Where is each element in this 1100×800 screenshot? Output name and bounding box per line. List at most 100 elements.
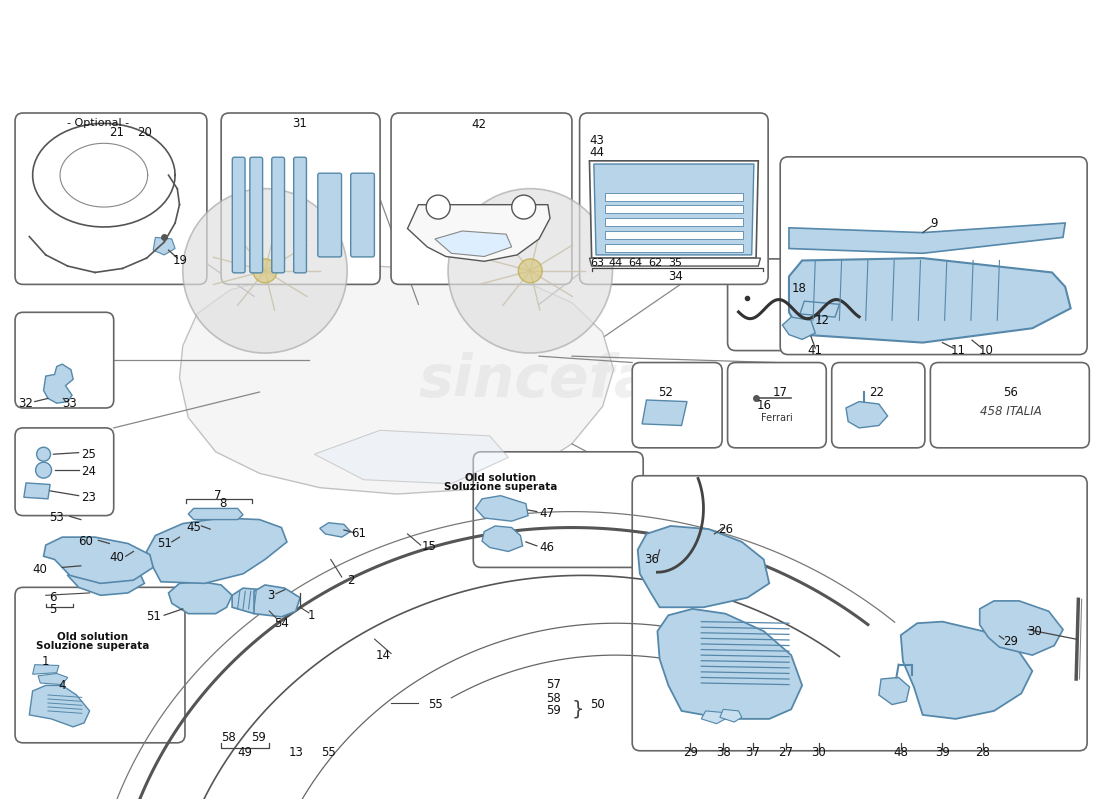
Text: 20: 20 bbox=[138, 126, 152, 139]
FancyBboxPatch shape bbox=[392, 113, 572, 285]
Text: 58: 58 bbox=[546, 693, 561, 706]
Text: 41: 41 bbox=[807, 344, 823, 357]
Text: 2: 2 bbox=[346, 574, 354, 586]
Text: sincefar: sincefar bbox=[418, 351, 682, 409]
FancyBboxPatch shape bbox=[580, 113, 768, 285]
Text: 23: 23 bbox=[80, 490, 96, 504]
Text: 32: 32 bbox=[19, 398, 33, 410]
Text: 57: 57 bbox=[546, 678, 561, 691]
Text: 40: 40 bbox=[110, 551, 124, 564]
FancyBboxPatch shape bbox=[318, 173, 341, 257]
Circle shape bbox=[183, 189, 348, 353]
Text: 34: 34 bbox=[669, 270, 683, 283]
Text: 6: 6 bbox=[50, 591, 56, 604]
Text: 9: 9 bbox=[930, 217, 937, 230]
Polygon shape bbox=[901, 622, 1032, 719]
Text: 54: 54 bbox=[274, 617, 289, 630]
Circle shape bbox=[518, 259, 542, 283]
Text: 46: 46 bbox=[539, 541, 554, 554]
Text: 53: 53 bbox=[50, 511, 64, 525]
Polygon shape bbox=[482, 526, 522, 551]
Circle shape bbox=[253, 259, 277, 283]
Text: 15: 15 bbox=[422, 540, 437, 553]
Text: 50: 50 bbox=[590, 698, 605, 711]
Text: 58: 58 bbox=[221, 730, 236, 744]
Polygon shape bbox=[30, 686, 89, 727]
Text: 64: 64 bbox=[628, 258, 642, 268]
Polygon shape bbox=[702, 711, 725, 724]
FancyBboxPatch shape bbox=[351, 173, 374, 257]
Text: 52: 52 bbox=[658, 386, 672, 398]
Text: 51: 51 bbox=[145, 610, 161, 623]
Circle shape bbox=[512, 195, 536, 219]
Polygon shape bbox=[407, 205, 550, 262]
FancyBboxPatch shape bbox=[632, 362, 722, 448]
Polygon shape bbox=[879, 678, 910, 705]
Polygon shape bbox=[800, 301, 839, 317]
Text: 55: 55 bbox=[321, 746, 336, 759]
Text: 33: 33 bbox=[63, 398, 77, 410]
Polygon shape bbox=[232, 588, 274, 614]
Text: 25: 25 bbox=[80, 448, 96, 461]
FancyBboxPatch shape bbox=[221, 113, 381, 285]
Circle shape bbox=[448, 189, 613, 353]
FancyBboxPatch shape bbox=[473, 452, 644, 567]
Text: 11: 11 bbox=[950, 344, 966, 357]
Text: 30: 30 bbox=[811, 746, 826, 759]
Polygon shape bbox=[605, 231, 742, 239]
Text: 458 ITALIA: 458 ITALIA bbox=[979, 406, 1042, 418]
Text: 16: 16 bbox=[757, 399, 771, 412]
Text: 45: 45 bbox=[186, 521, 201, 534]
FancyBboxPatch shape bbox=[632, 476, 1087, 750]
Polygon shape bbox=[168, 582, 232, 614]
Polygon shape bbox=[24, 483, 51, 499]
FancyBboxPatch shape bbox=[727, 362, 826, 448]
Text: 37: 37 bbox=[746, 746, 760, 759]
Circle shape bbox=[35, 462, 52, 478]
Text: Ferrari: Ferrari bbox=[761, 413, 793, 422]
Polygon shape bbox=[605, 206, 742, 214]
Text: 56: 56 bbox=[1003, 386, 1018, 398]
Text: 51: 51 bbox=[156, 537, 172, 550]
FancyBboxPatch shape bbox=[780, 157, 1087, 354]
Text: 22: 22 bbox=[869, 386, 884, 398]
FancyBboxPatch shape bbox=[931, 362, 1089, 448]
Text: 1: 1 bbox=[307, 609, 315, 622]
Polygon shape bbox=[980, 601, 1063, 655]
FancyBboxPatch shape bbox=[272, 158, 285, 273]
Text: 48: 48 bbox=[893, 746, 909, 759]
Polygon shape bbox=[434, 231, 512, 257]
Text: 39: 39 bbox=[935, 746, 950, 759]
Polygon shape bbox=[254, 585, 300, 617]
Polygon shape bbox=[789, 223, 1065, 254]
Polygon shape bbox=[590, 258, 760, 266]
Text: 28: 28 bbox=[976, 746, 990, 759]
Polygon shape bbox=[590, 161, 758, 258]
Polygon shape bbox=[188, 509, 243, 519]
Polygon shape bbox=[594, 164, 754, 255]
Polygon shape bbox=[846, 402, 888, 428]
Text: 18: 18 bbox=[791, 282, 806, 295]
Polygon shape bbox=[719, 710, 741, 722]
Text: - Optional -: - Optional - bbox=[67, 118, 130, 128]
Text: 10: 10 bbox=[979, 344, 993, 357]
FancyBboxPatch shape bbox=[294, 158, 307, 273]
Text: 49: 49 bbox=[238, 746, 253, 759]
Text: 44: 44 bbox=[590, 146, 605, 159]
Polygon shape bbox=[179, 266, 614, 494]
Text: 21: 21 bbox=[110, 126, 124, 139]
Text: 42: 42 bbox=[471, 118, 486, 131]
Text: 47: 47 bbox=[539, 506, 554, 520]
FancyBboxPatch shape bbox=[15, 312, 113, 408]
Polygon shape bbox=[153, 238, 175, 255]
Text: 40: 40 bbox=[33, 562, 47, 575]
Polygon shape bbox=[658, 609, 802, 719]
Text: 3: 3 bbox=[267, 589, 274, 602]
Polygon shape bbox=[605, 244, 742, 252]
Polygon shape bbox=[315, 430, 508, 484]
Polygon shape bbox=[605, 193, 742, 201]
Polygon shape bbox=[33, 665, 59, 674]
Text: 27: 27 bbox=[778, 746, 793, 759]
FancyBboxPatch shape bbox=[250, 158, 263, 273]
Circle shape bbox=[36, 447, 51, 461]
